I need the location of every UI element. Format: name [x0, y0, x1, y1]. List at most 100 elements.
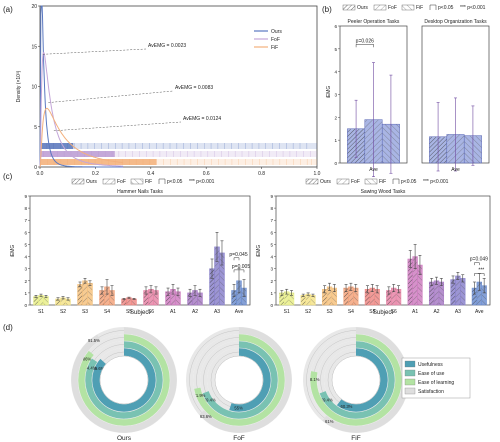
legend-c1-label-fif: FiF	[145, 179, 152, 185]
chart-title: Desktop Organization Tasks	[424, 19, 487, 25]
ring-value-label: 60.3%	[341, 404, 353, 409]
significance-label: p=0.026	[356, 38, 374, 44]
x-axis-label: Subject	[373, 310, 393, 316]
ring-arc-ease-of-use	[319, 341, 395, 419]
ring-value-label: 55%	[234, 405, 243, 410]
significance-label: p=0.045	[229, 252, 247, 258]
x-tick-label: A3	[455, 309, 461, 315]
legend-swatch-ease-of-use	[404, 369, 416, 377]
significance-label: ***	[478, 268, 484, 274]
legend-c2-bracket-icon	[392, 178, 400, 184]
rug-dense-fof	[40, 151, 115, 157]
bar-hatch-ours	[77, 284, 83, 306]
rug-band-fif	[40, 159, 317, 165]
chart-c-1: iEMG Hammer Nails Tasks 0 1 2 3 4 5 6 7 8 9 S1 S2 S3 S4…	[10, 189, 251, 316]
y-tick-label: 2	[270, 279, 273, 284]
y-tick-label: 1	[24, 291, 27, 296]
y-tick-label: 0	[34, 165, 37, 171]
legend-c1-label-ours: Ours	[86, 179, 97, 185]
chart-d-fof: 55% 69.4%71.9% 63.6% FoF	[186, 327, 292, 442]
ring-value-label: 63.6%	[200, 414, 212, 419]
legend-c2-label-pvalue: p<0.05	[401, 179, 417, 185]
rug-band-ours	[40, 143, 317, 149]
y-tick-label: 2	[24, 279, 27, 284]
chart-title: Sawing Wood Tasks	[361, 189, 406, 195]
legend-b-label-pvalue: p<0.05	[438, 5, 454, 11]
annotation-avemg: AvEMG = 0.0083	[175, 85, 213, 91]
y-tick-label: 4	[24, 255, 27, 260]
ring-arc-satisfaction	[199, 327, 292, 433]
y-axis-label-b: iEMG	[326, 86, 332, 99]
chart-title: Peeler Operation Tasks	[348, 19, 400, 25]
ring-value-label: 91.5%	[88, 338, 100, 343]
y-tick-label: 5	[270, 242, 273, 247]
bar-hatch-fof	[305, 293, 311, 306]
x-tick-label: A3	[214, 309, 220, 315]
panel-label-a: (a)	[3, 5, 13, 14]
annotation-leader	[42, 48, 147, 55]
annotation-avemg: AvEMG = 0.0124	[183, 116, 221, 122]
ring-arc-usefulness	[336, 348, 388, 412]
ring-value-label: 71.9%	[194, 393, 206, 398]
legend-label-ease-of-use: Ease of use	[418, 371, 445, 377]
legend-c1-swatch-fof	[102, 178, 116, 185]
annotation-leader	[53, 121, 182, 132]
annotation-leader	[48, 90, 174, 103]
y-tick-label: 9	[24, 194, 27, 199]
x-tick-label: 0.8	[258, 171, 265, 177]
panel-label-c: (c)	[3, 172, 13, 181]
y-tick-label: 6	[24, 230, 27, 235]
ring-value-label: 69.4%	[204, 398, 216, 403]
x-tick-label: Ave	[475, 309, 484, 315]
y-tick-label: 3	[270, 267, 273, 272]
bar-hatch-fof	[455, 275, 461, 306]
y-axis-label: iEMG	[256, 245, 262, 258]
legend-c2-label-star: *** p<0.001	[423, 179, 449, 185]
y-tick-label: 7	[24, 218, 27, 223]
y-axis-label: iEMG	[10, 245, 16, 258]
legend-b-swatch-fif	[401, 4, 415, 11]
rug-band-fof	[40, 151, 317, 157]
chart-title: Hammer Nails Tasks	[117, 189, 163, 195]
chart-c-2: iEMG Sawing Wood Tasks 0 1 2 3 4 5 6 7 8 9 S1 S2 S3 S4 S…	[256, 189, 491, 316]
plot-frame	[275, 195, 491, 306]
x-tick-label: S3	[82, 309, 88, 315]
chart-b-2: Desktop Organization Tasks Ave	[421, 19, 490, 173]
x-tick-label: S3	[326, 309, 332, 315]
y-tick-label: 5	[34, 125, 37, 131]
legend-b-swatch-fof	[373, 4, 387, 11]
legend-c1-label-fof: FoF	[117, 179, 126, 185]
ring-arc-ease-of-use	[202, 341, 278, 419]
x-tick-label: S6	[148, 309, 154, 315]
ring-arc-usefulness	[92, 348, 156, 412]
x-tick-label: A2	[433, 309, 439, 315]
x-tick-label: S4	[104, 309, 110, 315]
x-tick-label: S4	[348, 309, 354, 315]
y-tick-label: 2	[334, 115, 337, 120]
x-tick-label: S2	[60, 309, 66, 315]
bar-hatch-fif	[131, 298, 137, 306]
rug-dense-ours	[40, 143, 74, 149]
x-tick-label: S5	[126, 309, 132, 315]
x-tick-label: S1	[284, 309, 290, 315]
bar-hatch-fof	[126, 297, 132, 306]
legend-c1-swatch-fif	[130, 178, 144, 185]
density-curve-fif	[39, 107, 124, 168]
x-tick-label: A1	[412, 309, 418, 315]
x-tick-label: 1.0	[314, 171, 321, 177]
legend-b-label-fof: FoF	[388, 5, 397, 11]
x-tick-label: 0.6	[203, 171, 210, 177]
panel-b: (b) Ours FoF FiF p<0.05 *** p<0.001iEMGPeeler…	[322, 4, 490, 177]
y-tick-label: 15	[31, 44, 37, 50]
y-tick-label: 3	[24, 267, 27, 272]
ring-arc-ease-of-use	[85, 341, 163, 419]
bar-hatch-fif	[460, 278, 466, 306]
ring-center	[214, 355, 264, 405]
y-tick-label: 5	[334, 47, 337, 52]
legend-c1-label-star: *** p<0.001	[189, 179, 215, 185]
chart-d-ours: 86.6%84.4% 86% 91.5% Ours	[71, 327, 177, 442]
y-tick-label: 0	[24, 303, 27, 308]
legend-label-fif: FiF	[271, 45, 278, 51]
significance-bracket	[233, 257, 240, 261]
